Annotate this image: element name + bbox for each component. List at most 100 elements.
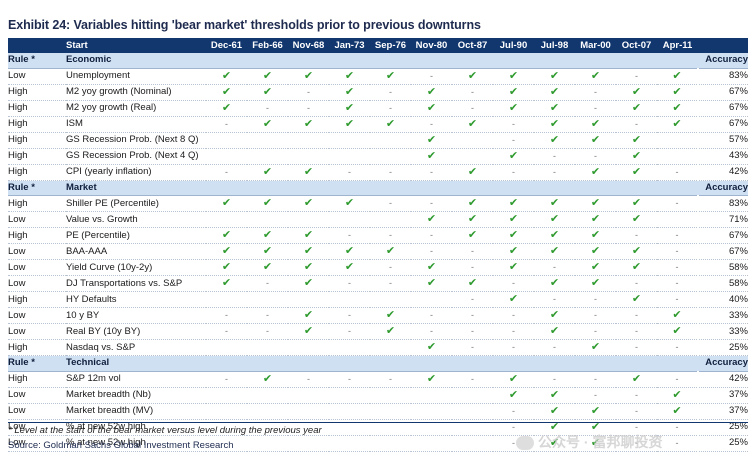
check-icon: ✔ <box>426 85 437 98</box>
mark-cell: - <box>247 100 288 117</box>
mark-cell: ✔ <box>206 275 247 293</box>
section-spacer-cell <box>288 180 329 197</box>
mark-cell: - <box>534 259 575 277</box>
check-icon: ✔ <box>426 341 437 354</box>
check-icon: ✔ <box>303 117 314 130</box>
section-spacer-cell <box>329 53 370 69</box>
check-icon: ✔ <box>549 309 560 322</box>
mark-cell: ✔ <box>370 116 411 133</box>
dash-mark: - <box>471 342 474 353</box>
section-spacer-cell <box>411 355 452 372</box>
mark-cell <box>370 403 411 420</box>
section-spacer-cell <box>493 355 534 372</box>
mark-cell: - <box>411 195 452 213</box>
mark-cell: ✔ <box>452 195 493 213</box>
row-rule: High <box>8 371 66 388</box>
check-icon: ✔ <box>508 293 519 306</box>
row-label: S&P 12m vol <box>66 371 206 388</box>
mark-cell <box>247 132 288 149</box>
check-icon: ✔ <box>631 165 642 178</box>
mark-cell <box>329 148 370 165</box>
dash-mark: - <box>675 421 679 432</box>
table-row: High Nasdaq vs. S&P ✔ - - - ✔ - - 25% <box>8 339 748 357</box>
row-accuracy: 71% <box>697 211 748 229</box>
table-row: Low 10 y BY - - ✔ - ✔ - - - ✔ - - ✔ 33% <box>8 307 748 325</box>
mark-cell <box>247 211 288 229</box>
mark-cell: ✔ <box>575 211 616 229</box>
row-label: PE (Percentile) <box>66 227 206 245</box>
dash-mark: - <box>635 405 638 416</box>
mark-cell: - <box>493 323 534 341</box>
section-spacer-cell <box>247 53 288 69</box>
mark-cell: - <box>370 195 411 213</box>
check-icon: ✔ <box>631 149 642 162</box>
row-rule: Low <box>8 68 66 85</box>
check-icon: ✔ <box>631 197 642 210</box>
dash-mark: - <box>266 278 269 289</box>
mark-cell: - <box>575 371 616 388</box>
mark-cell: - <box>657 259 698 277</box>
header-date: Apr-11 <box>657 38 698 53</box>
dash-mark: - <box>512 405 515 416</box>
header-accuracy-cell <box>698 38 748 53</box>
mark-cell: ✔ <box>575 195 616 213</box>
mark-cell: ✔ <box>616 291 657 309</box>
section-header-row: Rule * Market Accuracy <box>8 180 748 197</box>
mark-cell: - <box>452 84 493 101</box>
dash-mark: - <box>635 70 638 81</box>
dash-mark: - <box>348 373 351 384</box>
mark-cell: ✔ <box>370 307 411 325</box>
mark-cell <box>411 291 452 309</box>
mark-cell: ✔ <box>247 164 288 181</box>
section-spacer-cell <box>329 180 370 197</box>
mark-cell: ✔ <box>288 323 329 341</box>
row-label: 10 y BY <box>66 307 206 325</box>
mark-cell: ✔ <box>452 116 493 133</box>
section-spacer-cell <box>206 355 247 372</box>
mark-cell <box>288 419 329 436</box>
header-date: Mar-00 <box>575 38 616 53</box>
dash-mark: - <box>389 102 392 113</box>
row-label: Nasdaq vs. S&P <box>66 339 206 357</box>
check-icon: ✔ <box>590 69 601 82</box>
mark-cell: - <box>411 323 452 341</box>
check-icon: ✔ <box>344 117 355 130</box>
dash-mark: - <box>675 198 679 209</box>
header-date: Oct-87 <box>452 38 493 53</box>
mark-cell: ✔ <box>288 243 329 261</box>
mark-cell: ✔ <box>288 68 329 85</box>
row-label: HY Defaults <box>66 291 206 309</box>
mark-cell: ✔ <box>534 116 575 133</box>
mark-cell: ✔ <box>616 371 657 388</box>
header-date: Oct-07 <box>616 38 657 53</box>
mark-cell <box>411 387 452 404</box>
mark-cell: ✔ <box>534 275 575 293</box>
check-icon: ✔ <box>672 388 682 401</box>
check-icon: ✔ <box>508 85 519 98</box>
check-icon: ✔ <box>631 245 642 258</box>
mark-cell: - <box>493 116 534 133</box>
header-date: Jul-90 <box>493 38 534 53</box>
exhibit-title: Exhibit 24: Variables hitting 'bear mark… <box>8 18 481 32</box>
mark-cell: - <box>493 403 534 420</box>
dash-mark: - <box>471 373 474 384</box>
mark-cell <box>370 435 411 452</box>
mark-cell: ✔ <box>247 116 288 133</box>
mark-cell: ✔ <box>575 259 616 277</box>
row-label: GS Recession Prob. (Next 4 Q) <box>66 148 206 165</box>
mark-cell <box>329 419 370 436</box>
check-icon: ✔ <box>590 341 601 354</box>
check-icon: ✔ <box>303 277 314 290</box>
mark-cell: ✔ <box>575 243 616 261</box>
section-spacer-cell <box>247 180 288 197</box>
mark-cell: - <box>616 275 657 293</box>
watermark-text: 公众号 · 富邦聊投资 <box>538 434 663 450</box>
mark-cell: - <box>657 291 698 309</box>
section-rule-label: Rule * <box>8 355 66 372</box>
section-spacer-cell <box>657 53 698 69</box>
mark-cell: ✔ <box>288 307 329 325</box>
mark-cell: - <box>657 371 698 388</box>
mark-cell: ✔ <box>206 243 247 261</box>
mark-cell: ✔ <box>206 84 247 101</box>
row-rule: High <box>8 100 66 117</box>
